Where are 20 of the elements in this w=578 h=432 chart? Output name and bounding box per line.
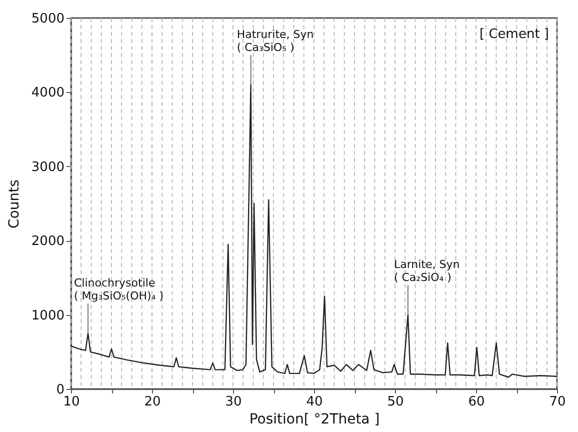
x-tick-label: 20	[144, 394, 161, 410]
x-tick-label: 50	[387, 394, 404, 410]
x-tick-label: 40	[306, 394, 323, 410]
annotation: Hatrurite, Syn ( Ca₃SiO₅ )	[236, 28, 314, 54]
x-tick-label: 30	[225, 394, 242, 410]
y-tick-label: 2000	[31, 234, 64, 250]
y-tick-label: 0	[56, 382, 64, 398]
y-tick-label: 3000	[31, 160, 64, 175]
y-axis-title: Counts	[6, 180, 22, 228]
y-tick-label: 5000	[31, 12, 64, 26]
x-tick-label: 60	[468, 394, 485, 410]
annotation: Larnite, Syn ( Ca₂SiO₄ )	[394, 258, 460, 284]
y-tick-label: 4000	[31, 86, 64, 101]
x-tick-label: 70	[549, 394, 566, 410]
annotation: Clinochrysotile ( Mg₃SiO₅(OH)₄ )	[74, 276, 164, 303]
x-axis-title: Position[ °2Theta ]	[249, 412, 380, 428]
line-series	[70, 84, 558, 378]
x-tick-label: 10	[63, 394, 80, 410]
y-tick-label: 1000	[31, 308, 64, 324]
annotation: [ Cement ]	[480, 27, 549, 42]
